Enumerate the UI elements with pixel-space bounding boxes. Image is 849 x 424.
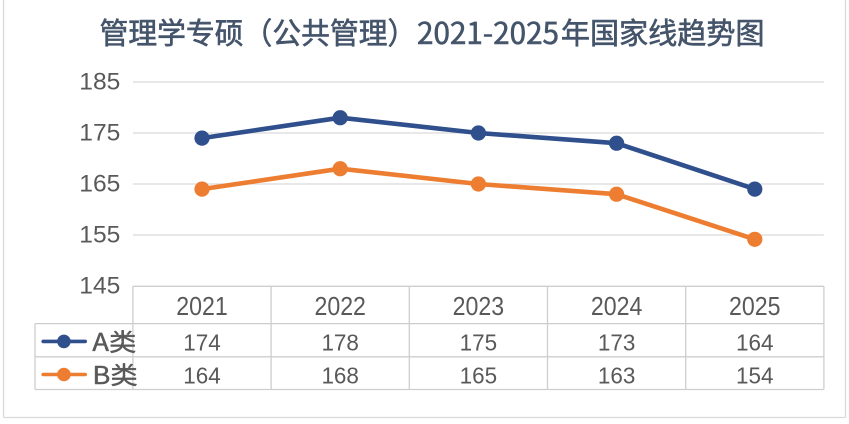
svg-text:2024: 2024 — [591, 293, 643, 321]
svg-text:175: 175 — [460, 330, 498, 356]
svg-text:154: 154 — [736, 363, 774, 389]
svg-text:164: 164 — [183, 363, 221, 389]
svg-text:163: 163 — [598, 363, 636, 389]
svg-text:155: 155 — [79, 222, 120, 249]
svg-text:164: 164 — [736, 330, 774, 356]
svg-text:165: 165 — [79, 171, 120, 198]
svg-text:165: 165 — [460, 363, 498, 389]
svg-text:175: 175 — [79, 120, 120, 147]
svg-text:185: 185 — [79, 69, 120, 96]
svg-text:174: 174 — [183, 330, 221, 356]
svg-text:2021: 2021 — [176, 293, 228, 321]
svg-text:2023: 2023 — [453, 293, 505, 321]
svg-text:2025: 2025 — [729, 293, 781, 321]
svg-text:145: 145 — [79, 273, 120, 300]
svg-text:2022: 2022 — [314, 293, 366, 321]
svg-text:178: 178 — [321, 330, 359, 356]
svg-text:173: 173 — [598, 330, 636, 356]
svg-text:168: 168 — [321, 363, 359, 389]
